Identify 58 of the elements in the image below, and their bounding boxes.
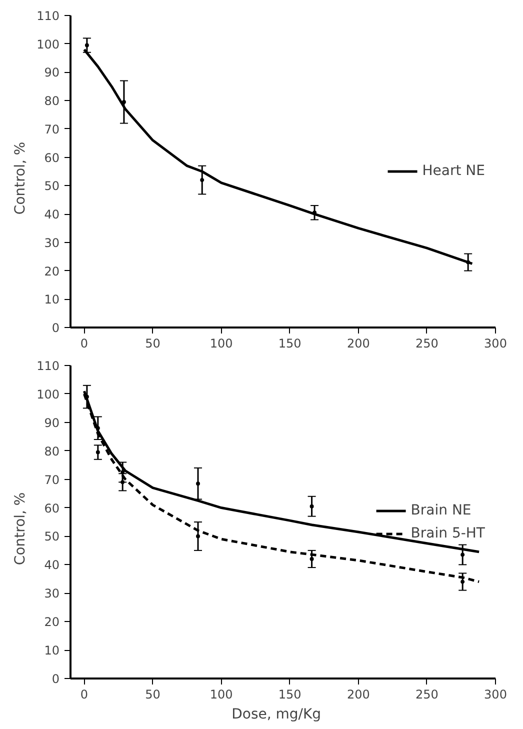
y-tick-label: 0	[52, 672, 60, 686]
x-tick-label: 50	[145, 336, 160, 350]
point	[460, 552, 465, 557]
point	[200, 178, 204, 182]
x-tick-label: 100	[210, 336, 233, 350]
y-tick-label: 70	[44, 472, 60, 487]
legend-label: Brain NE	[410, 502, 472, 518]
x-tick-label: 150	[278, 336, 302, 350]
x-tick-label: 150	[278, 688, 302, 702]
y-tick-label: 50	[44, 179, 60, 194]
y-tick-label: 30	[44, 236, 60, 250]
x-tick-label: 250	[416, 688, 438, 702]
point	[196, 534, 200, 538]
y-tick-label: 80	[44, 444, 60, 458]
y-tick-label: 90	[44, 66, 60, 80]
point	[120, 470, 125, 474]
y-tick-label: 80	[44, 94, 60, 108]
y-axis-title: Control, %	[12, 492, 29, 566]
y-tick-label: 20	[44, 264, 60, 278]
x-tick-label: 0	[80, 688, 88, 702]
y-tick-label: 90	[44, 416, 60, 430]
y-tick-label: 40	[44, 208, 60, 222]
point	[84, 43, 89, 48]
y-tick-label: 0	[52, 321, 60, 335]
y-tick-label: 100	[36, 37, 60, 52]
x-tick-label: 250	[416, 336, 438, 350]
point	[310, 504, 314, 508]
point	[120, 480, 125, 484]
point	[122, 100, 126, 104]
y-tick-label: 110	[36, 9, 60, 23]
point	[460, 580, 465, 584]
point	[466, 260, 470, 264]
x-tick-label: 100	[210, 688, 233, 702]
legend-label: Heart NE	[422, 163, 485, 179]
y-tick-label: 110	[36, 359, 60, 373]
x-tick-label: 0	[80, 336, 88, 350]
y-tick-label: 60	[44, 150, 60, 165]
y-tick-label: 40	[44, 558, 60, 572]
x-tick-label: 50	[145, 688, 160, 702]
y-tick-label: 20	[44, 615, 60, 630]
x-axis-title: Dose, mg/Kg	[232, 706, 322, 722]
y-tick-label: 60	[44, 501, 60, 516]
point	[96, 450, 100, 454]
y-tick-label: 100	[36, 387, 60, 402]
y-axis-title: Control, %	[12, 142, 29, 215]
y-tick-label: 70	[44, 122, 60, 136]
y-tick-label: 10	[44, 644, 60, 658]
x-tick-label: 200	[346, 336, 370, 350]
point	[196, 482, 200, 486]
y-tick-label: 30	[44, 586, 60, 601]
x-tick-label: 300	[484, 688, 507, 702]
legend-label: Brain 5-HT	[410, 525, 485, 541]
y-tick-label: 50	[44, 530, 60, 544]
point	[96, 426, 100, 430]
x-tick-label: 200	[346, 688, 370, 702]
y-tick-label: 10	[44, 292, 60, 307]
x-tick-label: 300	[484, 336, 507, 350]
point	[310, 556, 314, 561]
